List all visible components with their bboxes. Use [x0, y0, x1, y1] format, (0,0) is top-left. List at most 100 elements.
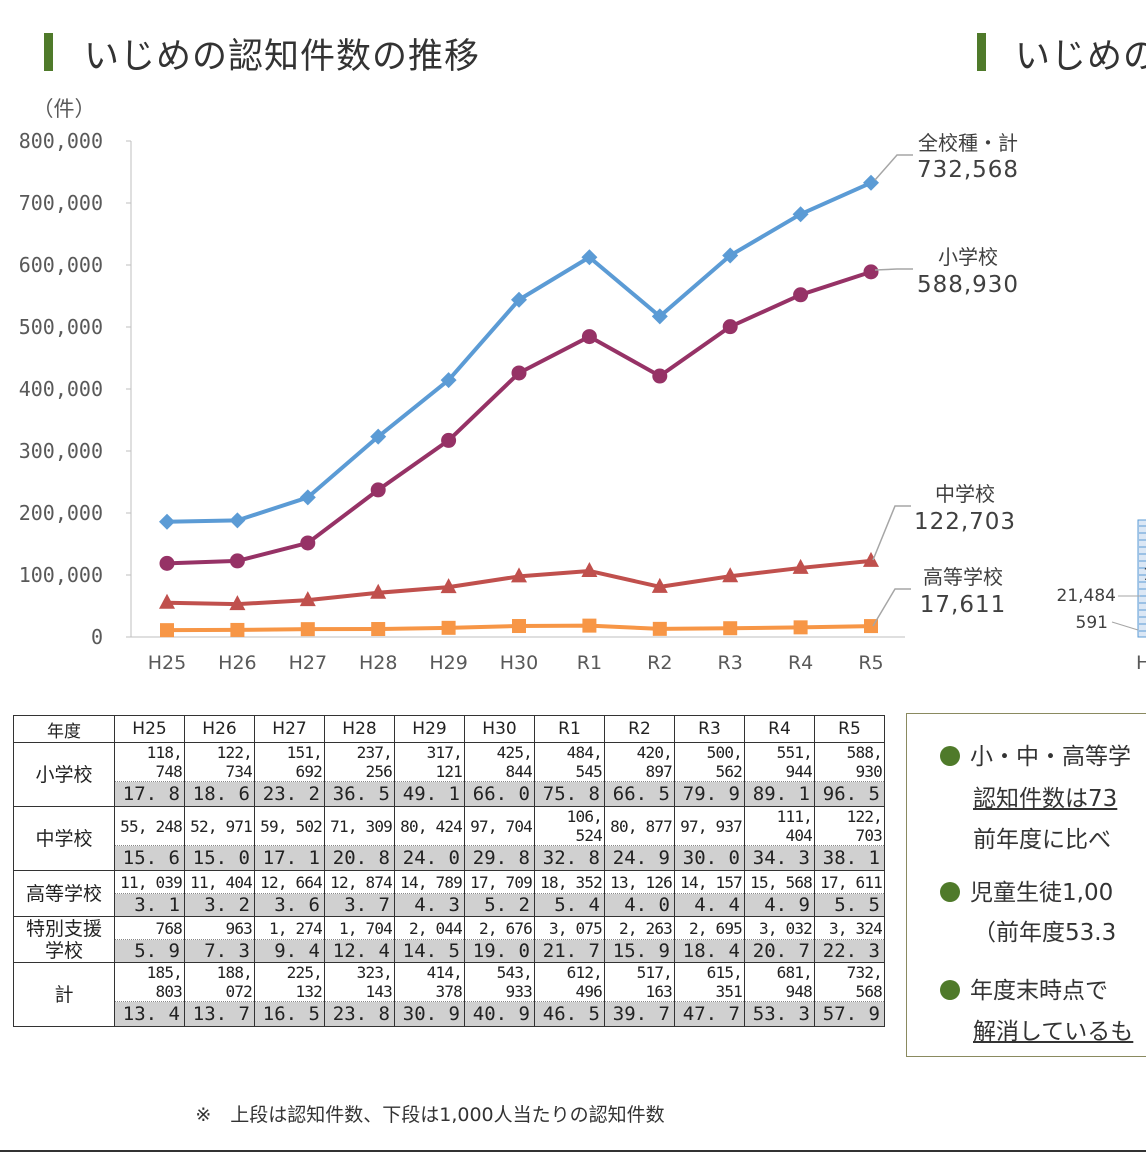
- table-cell-count: 11, 404: [184, 870, 255, 894]
- table-header-year: R2: [604, 715, 675, 743]
- table-footnote: ※ 上段は認知件数、下段は1,000人当たりの認知件数: [195, 1104, 665, 1126]
- table-cell-per-1000: 5. 5: [814, 893, 885, 917]
- table-cell-per-1000: 96. 5: [814, 781, 885, 807]
- series-name-label: 高等学校: [923, 565, 1003, 589]
- table-row: 13. 4 13. 7 16. 5 23. 8 30. 9 40. 9 46. 5 39. 7…: [14, 1001, 885, 1027]
- table-row: 15. 6 15. 0 17. 1 20. 8 24. 0 29. 8 32. 8 24. 9…: [14, 845, 885, 871]
- series-name-label: 小学校: [938, 245, 998, 269]
- y-tick-label: 400,000: [19, 377, 103, 401]
- table-cell-count: 681, 948: [744, 962, 815, 1002]
- data-table: 年度 H25 H26 H27 H28 H29 H30 R1 R2 R3 R4 R5 小学校 118, 7…: [13, 715, 885, 1027]
- table-cell-per-1000: 15. 6: [114, 845, 185, 871]
- table-cell-count: 111, 404: [744, 806, 815, 846]
- data-point-elementary: [300, 535, 316, 551]
- table-cell-count: 118, 748: [114, 742, 185, 782]
- table-cell-count: 317, 121: [394, 742, 465, 782]
- table-cell-count: 151, 692: [254, 742, 325, 782]
- table-cell-count: 225, 132: [254, 962, 325, 1002]
- x-tick-label: H28: [359, 652, 397, 674]
- y-tick-label: 200,000: [19, 501, 103, 525]
- table-cell-per-1000: 75. 8: [534, 781, 605, 807]
- partial-label: 21,484: [1057, 586, 1116, 606]
- table-header-year-label: 年度: [13, 715, 115, 743]
- table-cell-count: 97, 937: [674, 806, 745, 846]
- leader-line: [874, 268, 913, 271]
- table-row: 5. 9 7. 3 9. 4 12. 4 14. 5 19. 0 21. 7 15. 9 18.…: [14, 939, 885, 963]
- data-point-junior: [651, 577, 668, 593]
- page-title: いじめの認知件数の推移: [84, 37, 481, 77]
- table-row: 計 185, 803 188, 072 225, 132 323, 143 414, 37…: [13, 962, 885, 1027]
- data-point-total: [581, 249, 598, 266]
- table-cell-per-1000: 57. 9: [814, 1001, 885, 1027]
- partial-bar: [1137, 519, 1146, 638]
- table-cell-count: 71, 309: [324, 806, 395, 846]
- series-line-junior: [166, 558, 872, 607]
- table-cell-per-1000: 14. 5: [394, 939, 465, 963]
- data-point-elementary: [159, 555, 175, 571]
- table-cell-per-1000: 24. 0: [394, 845, 465, 871]
- y-tick-label: 100,000: [19, 563, 103, 587]
- table-cell-per-1000: 13. 4: [114, 1001, 185, 1027]
- summary-bullet-1-line3: 前年度に比べ: [973, 827, 1111, 853]
- table-row: 17. 8 18. 6 23. 2 36. 5 49. 1 66. 0 75. 8 66. 5…: [14, 781, 885, 807]
- table-cell-per-1000: 66. 0: [464, 781, 535, 807]
- table-cell-per-1000: 32. 8: [534, 845, 605, 871]
- data-point-junior: [722, 567, 739, 583]
- table-cell-per-1000: 3. 6: [254, 893, 325, 917]
- x-tick-label: H30: [500, 652, 538, 674]
- table-row: 中学校 55, 248 52, 971 59, 502 71, 309 80, 424 97…: [13, 806, 885, 871]
- data-point-high: [582, 618, 597, 633]
- table-cell-count: 237, 256: [324, 742, 395, 782]
- table-cell-count: 420, 897: [604, 742, 675, 782]
- table-cell-per-1000: 49. 1: [394, 781, 465, 807]
- summary-box: [906, 713, 1146, 1057]
- table-cell-per-1000: 29. 8: [464, 845, 535, 871]
- table-header-year: H28: [324, 715, 395, 743]
- data-point-high: [230, 622, 245, 637]
- data-point-junior: [370, 583, 387, 599]
- table-cell-count: 17, 611: [814, 870, 885, 894]
- summary-bullet-2: 児童生徒1,00: [940, 873, 1113, 907]
- data-point-total: [792, 206, 809, 223]
- data-point-elementary: [652, 368, 668, 384]
- table-cell-count: 3, 032: [744, 916, 815, 940]
- table-cell-count: 551, 944: [744, 742, 815, 782]
- data-point-high: [652, 621, 667, 636]
- data-point-junior: [581, 561, 598, 577]
- data-point-high: [723, 621, 738, 636]
- table-cell-per-1000: 16. 5: [254, 1001, 325, 1027]
- series-end-value-label: 732,568: [917, 157, 1019, 183]
- table-cell-count: 188, 072: [184, 962, 255, 1002]
- data-point-junior: [159, 593, 175, 609]
- y-tick-label: 700,000: [19, 191, 103, 215]
- table-cell-count: 323, 143: [324, 962, 395, 1002]
- summary-bullet-3-line2: 解消しているも: [973, 1019, 1134, 1045]
- series-end-value-label: 588,930: [917, 272, 1019, 298]
- summary-bullet-2-line2: （前年度53.3: [973, 920, 1117, 946]
- data-point-high: [441, 620, 456, 635]
- table-cell-count: 2, 676: [464, 916, 535, 940]
- table-cell-per-1000: 3. 2: [184, 893, 255, 917]
- table-cell-count: 14, 157: [674, 870, 745, 894]
- data-point-junior: [440, 578, 457, 594]
- summary-bullet-1-line2: 認知件数は73: [973, 786, 1118, 812]
- data-point-total: [299, 489, 316, 506]
- series-line-elementary: [166, 269, 872, 566]
- data-point-elementary: [370, 482, 386, 498]
- table-cell-per-1000: 20. 8: [324, 845, 395, 871]
- summary-bullet-1: 小・中・高等学: [940, 737, 1131, 771]
- table-cell-count: 1, 704: [324, 916, 395, 940]
- data-point-high: [371, 622, 386, 637]
- table-cell-per-1000: 39. 7: [604, 1001, 675, 1027]
- x-tick-label: R2: [647, 652, 672, 674]
- table-cell-count: 543, 933: [464, 962, 535, 1002]
- data-point-total: [440, 372, 457, 389]
- table-row: 3. 1 3. 2 3. 6 3. 7 4. 3 5. 2 5. 4 4. 0 4. 4 4. 9…: [14, 893, 885, 917]
- table-cell-count: 3, 324: [814, 916, 885, 940]
- data-point-junior: [299, 591, 316, 607]
- table-cell-per-1000: 9. 4: [254, 939, 325, 963]
- table-cell-count: 15, 568: [744, 870, 815, 894]
- table-row-label: 特別支援 学校: [13, 916, 115, 963]
- table-row-label: 小学校: [13, 742, 115, 807]
- table-cell-count: 615, 351: [674, 962, 745, 1002]
